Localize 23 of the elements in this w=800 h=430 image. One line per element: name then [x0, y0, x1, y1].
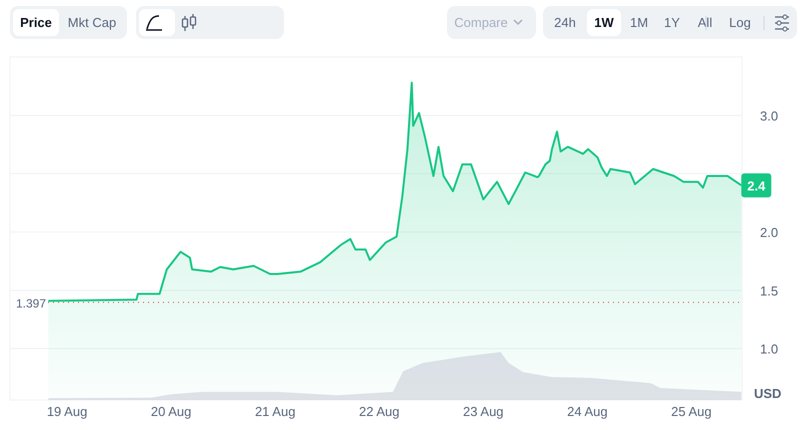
y-tick-label: 3.0 [760, 108, 778, 124]
annotation: 2.4 [747, 178, 766, 194]
ref-line-label: 1.397 [16, 296, 46, 310]
x-tick-label: 20 Aug [150, 404, 192, 419]
x-tick-label: 19 Aug [46, 404, 88, 419]
text: Compare [454, 15, 508, 30]
y-axis-title: USD [754, 386, 782, 401]
text: 1Y [664, 15, 680, 30]
x-tick-label: 22 Aug [359, 404, 400, 419]
text: 24h [554, 15, 576, 30]
text: Price [20, 15, 52, 30]
y-tick-label: 1.5 [760, 283, 778, 298]
text: 1W [594, 15, 614, 30]
x-tick-label: 23 Aug [463, 404, 504, 419]
text: Log [729, 15, 751, 30]
x-tick-label: 24 Aug [567, 404, 608, 419]
x-tick-label: 25 Aug [671, 404, 712, 419]
y-tick-label: 1.0 [760, 342, 778, 357]
text: Mkt Cap [68, 15, 116, 30]
y-tick-label: 2.0 [760, 225, 778, 240]
text: 1M [630, 15, 648, 30]
x-tick-label: 21 Aug [254, 404, 296, 419]
text: All [698, 15, 712, 30]
